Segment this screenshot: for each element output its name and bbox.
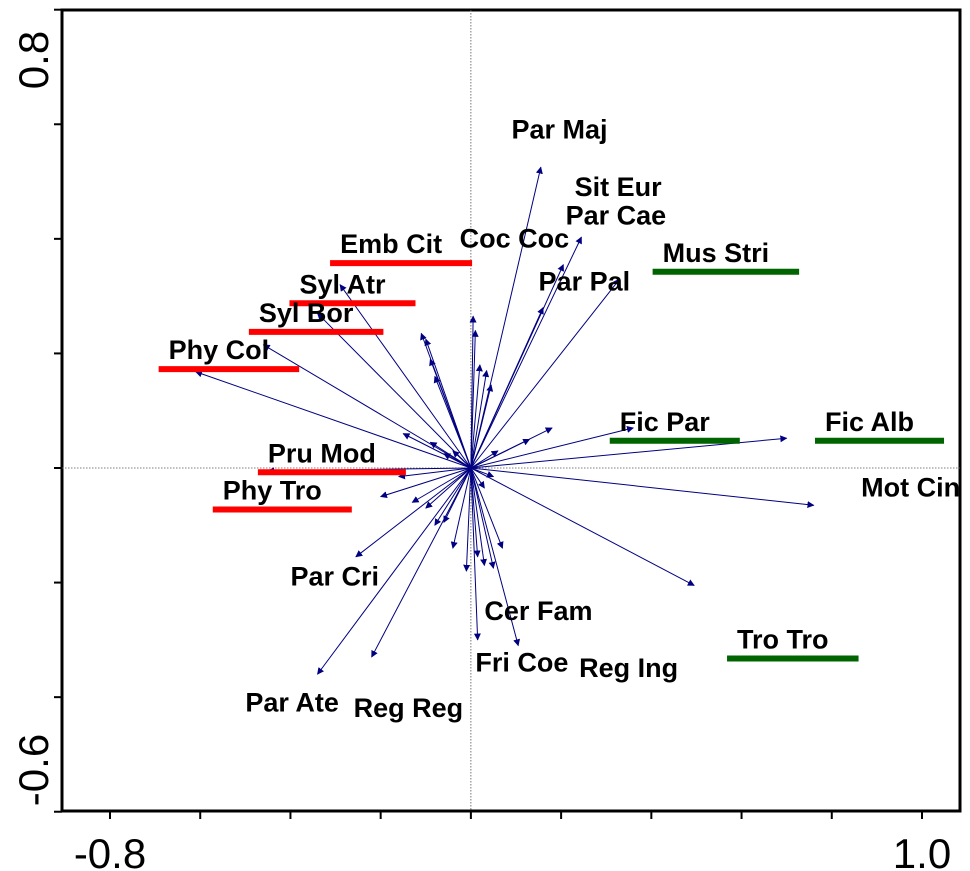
label-par-ate: Par Ate (245, 687, 339, 717)
label-sit-eur: Sit Eur (575, 172, 663, 202)
label-syl-atr: Syl Atr (299, 269, 386, 299)
label-phy-col: Phy Col (169, 335, 270, 365)
label-fic-par: Fic Par (620, 407, 711, 437)
label-par-cae: Par Cae (566, 201, 667, 231)
label-par-maj: Par Maj (511, 115, 607, 145)
y-tick-label-max: 0.8 (10, 31, 57, 89)
label-mot-cin: Mot Cin (861, 473, 960, 503)
label-coc-coc: Coc Coc (460, 223, 570, 253)
species-arrow (426, 468, 471, 508)
species-arrow (435, 376, 471, 468)
arrow-reg-reg (372, 468, 471, 657)
x-tick-label-min: -0.8 (74, 830, 146, 871)
arrow-mot-cin (471, 468, 814, 505)
label-reg-reg: Reg Reg (354, 693, 464, 723)
label-phy-tro: Phy Tro (223, 476, 322, 506)
label-par-pal: Par Pal (539, 266, 631, 296)
label-mus-stri: Mus Stri (663, 238, 770, 268)
label-pru-mod: Pru Mod (268, 438, 376, 468)
label-reg-ing: Reg Ing (579, 653, 678, 683)
x-tick-label-max: 1.0 (893, 830, 951, 871)
label-par-cri: Par Cri (290, 561, 379, 591)
label-syl-bor: Syl Bor (259, 298, 354, 328)
label-cer-fam: Cer Fam (484, 596, 592, 626)
arrow-par-pal (471, 308, 543, 468)
species-arrow (435, 468, 471, 525)
arrow-fic-par (471, 428, 633, 468)
arrow-tro-tro (471, 468, 694, 585)
label-fic-alb: Fic Alb (825, 407, 914, 437)
label-emb-cit: Emb Cit (340, 229, 442, 259)
label-fri-coe: Fri Coe (475, 647, 568, 677)
y-tick-label-min: -0.6 (10, 734, 57, 806)
label-tro-tro: Tro Tro (737, 624, 829, 654)
